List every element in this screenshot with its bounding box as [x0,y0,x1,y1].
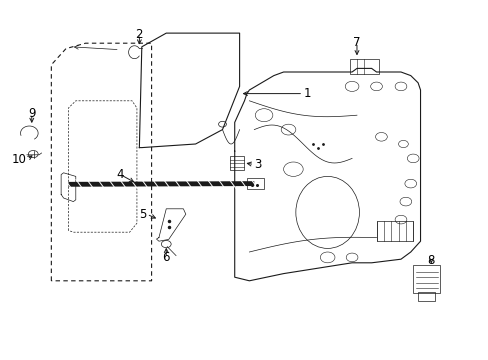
Bar [417,292,434,301]
Bar [349,59,378,74]
Text: 8: 8 [427,255,434,267]
Text: 6: 6 [162,251,170,264]
Text: 9: 9 [28,107,36,120]
Text: 10: 10 [12,153,27,166]
Text: 3: 3 [254,158,261,171]
Bar [229,156,243,170]
Bar [246,178,264,189]
Text: 4: 4 [116,168,123,181]
Text: 1: 1 [303,87,310,100]
Text: 2: 2 [135,28,143,41]
Bar [376,221,412,241]
Text: 7: 7 [352,36,360,49]
Bar [412,265,439,293]
Text: 5: 5 [139,208,146,221]
